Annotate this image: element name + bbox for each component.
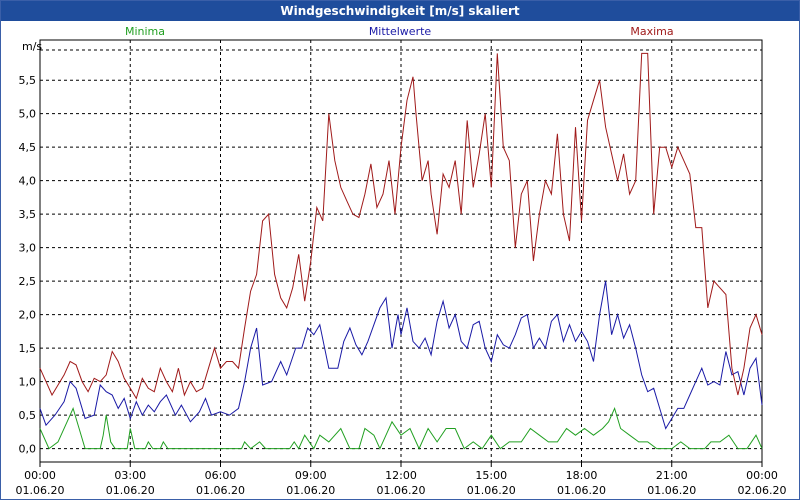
x-tick-date: 01.06.20: [557, 484, 606, 497]
x-tick-time: 18:00: [566, 469, 598, 482]
y-tick-label: 4,0: [19, 175, 37, 188]
y-tick-label: 1,5: [19, 342, 37, 355]
x-tick-date: 01.06.20: [647, 484, 696, 497]
x-tick-time: 12:00: [385, 469, 417, 482]
x-tick-time: 09:00: [295, 469, 327, 482]
legend-minima: Minima: [125, 25, 165, 38]
legend-mittelwerte: Mittelwerte: [369, 25, 432, 38]
y-axis-label: m/s: [22, 40, 42, 53]
series-line-maxima: [39, 52, 763, 400]
x-tick-date: 01.06.20: [106, 484, 155, 497]
legend-maxima: Maxima: [630, 25, 673, 38]
series-line-mittelwerte: [39, 281, 763, 430]
y-tick-label: 3,5: [19, 208, 37, 221]
x-tick-date: 01.06.20: [377, 484, 426, 497]
x-tick-date: 01.06.20: [16, 484, 65, 497]
x-tick-time: 21:00: [656, 469, 688, 482]
y-tick-label: 4,5: [19, 141, 37, 154]
chart-title: Windgeschwindigkeit [m/s] skaliert: [1, 1, 799, 21]
x-tick-time: 15:00: [475, 469, 507, 482]
y-tick-label: 5,0: [19, 108, 37, 121]
y-tick-label: 0,0: [19, 443, 37, 456]
x-tick-time: 03:00: [114, 469, 146, 482]
y-tick-label: 1,0: [19, 376, 37, 389]
y-tick-label: 5,5: [19, 74, 37, 87]
x-tick-date: 01.06.20: [286, 484, 335, 497]
x-tick-time: 00:00: [24, 469, 56, 482]
x-tick-date: 01.06.20: [467, 484, 516, 497]
x-tick-date: 02.06.20: [738, 484, 787, 497]
x-tick-time: 00:00: [746, 469, 778, 482]
y-tick-label: 2,5: [19, 275, 37, 288]
y-tick-label: 2,0: [19, 309, 37, 322]
series-line-minima: [39, 406, 763, 450]
y-tick-label: 0,5: [19, 409, 37, 422]
x-tick-date: 01.06.20: [196, 484, 245, 497]
x-tick-time: 06:00: [205, 469, 237, 482]
y-tick-label: 3,0: [19, 242, 37, 255]
